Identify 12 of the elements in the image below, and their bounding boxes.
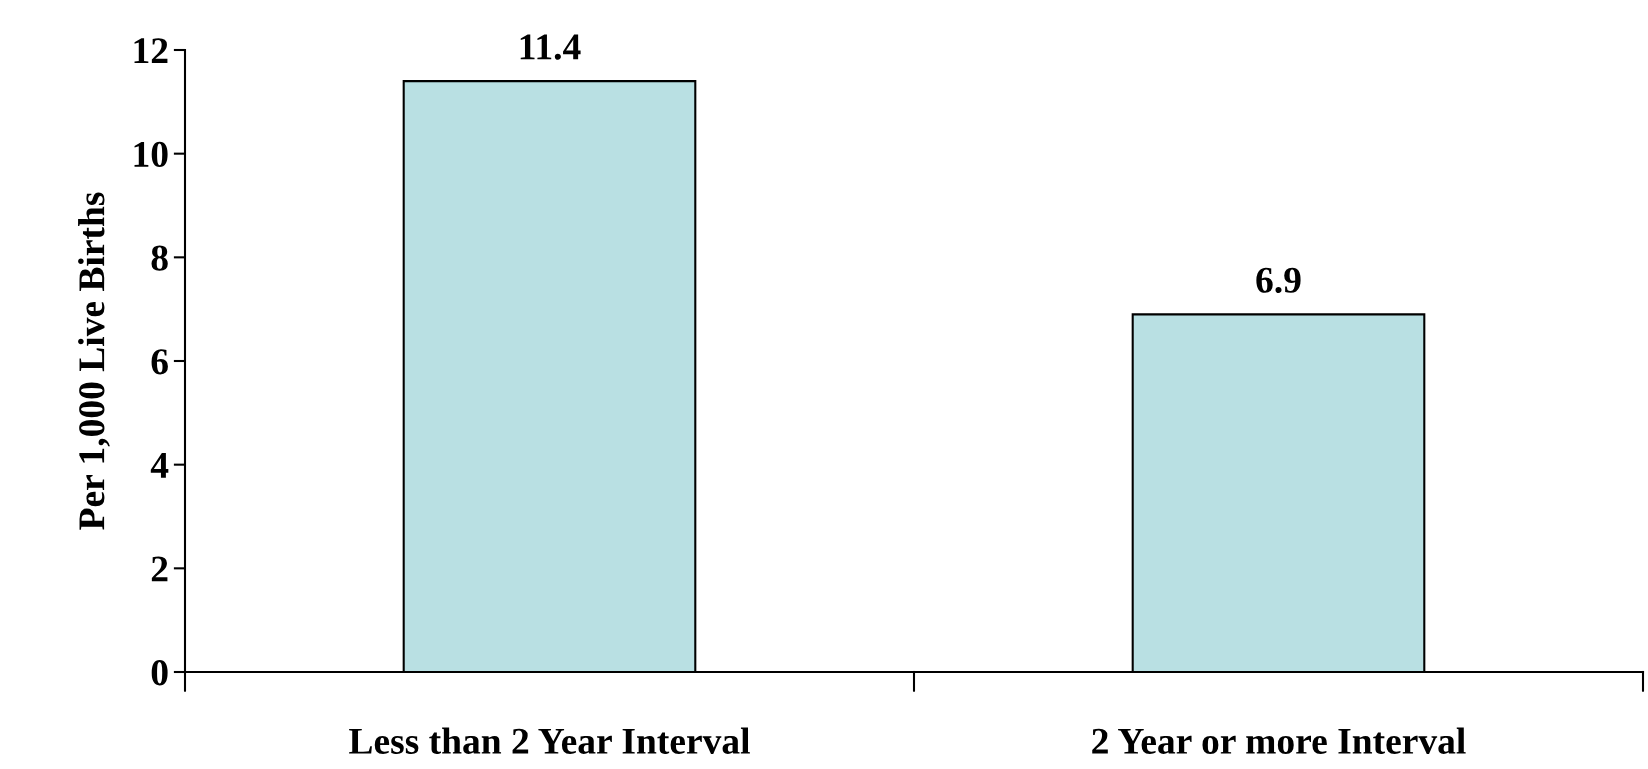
- y-tick-label: 10: [134, 141, 168, 168]
- x-tick-label: 2 Year or more Interval: [1092, 727, 1466, 754]
- y-tick-label: 4: [150, 452, 169, 478]
- y-tick-label: 12: [134, 38, 168, 64]
- data-label: 11.4: [520, 34, 581, 60]
- data-label: 6.9: [1256, 267, 1301, 294]
- y-tick-label: 6: [151, 349, 168, 375]
- y-tick-label: 0: [151, 660, 168, 686]
- x-tick-label: Less than 2 Year Interval: [349, 727, 750, 754]
- y-tick-label: 8: [151, 245, 168, 271]
- y-tick-label: 2: [151, 556, 168, 582]
- y-axis-title: Per 1,000 Live Births: [78, 192, 110, 530]
